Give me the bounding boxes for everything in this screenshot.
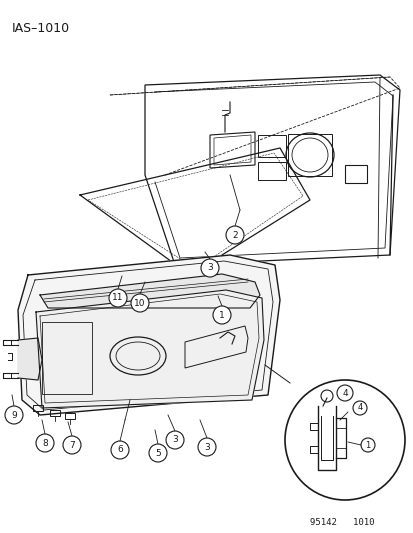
Circle shape	[131, 294, 149, 312]
Circle shape	[352, 401, 366, 415]
Polygon shape	[36, 290, 263, 408]
Text: 6: 6	[117, 446, 123, 455]
Text: 8: 8	[42, 439, 48, 448]
Bar	[65, 413, 75, 419]
Text: 11: 11	[112, 294, 123, 303]
Text: 3: 3	[172, 435, 178, 445]
Polygon shape	[40, 274, 259, 308]
Text: 3: 3	[206, 263, 212, 272]
Bar	[257, 135, 285, 157]
Circle shape	[63, 436, 81, 454]
Bar	[344, 165, 366, 183]
Text: 5: 5	[155, 448, 161, 457]
Text: 10: 10	[134, 298, 145, 308]
Text: 9: 9	[11, 410, 17, 419]
Bar	[42, 322, 92, 394]
Bar	[33, 405, 43, 411]
Text: 1: 1	[365, 440, 370, 449]
Text: 4: 4	[356, 403, 362, 413]
Circle shape	[5, 406, 23, 424]
Bar	[3, 340, 11, 345]
Text: 2: 2	[232, 230, 237, 239]
Circle shape	[225, 226, 243, 244]
Polygon shape	[18, 338, 42, 380]
Circle shape	[336, 385, 352, 401]
Text: 4: 4	[342, 389, 347, 398]
Circle shape	[166, 431, 183, 449]
Circle shape	[284, 380, 404, 500]
Text: 7: 7	[69, 440, 75, 449]
Bar	[287, 134, 331, 176]
Text: IAS–1010: IAS–1010	[12, 22, 70, 35]
Circle shape	[109, 289, 127, 307]
Bar	[50, 410, 60, 416]
Circle shape	[149, 444, 166, 462]
Circle shape	[201, 259, 218, 277]
Bar	[257, 162, 285, 180]
Text: 95142   1010: 95142 1010	[309, 518, 374, 527]
Circle shape	[111, 441, 129, 459]
Circle shape	[36, 434, 54, 452]
Text: 1: 1	[218, 311, 224, 319]
Polygon shape	[18, 255, 279, 415]
Circle shape	[212, 306, 230, 324]
Circle shape	[197, 438, 216, 456]
Circle shape	[360, 438, 374, 452]
Text: 3: 3	[204, 442, 209, 451]
Bar	[3, 373, 11, 378]
